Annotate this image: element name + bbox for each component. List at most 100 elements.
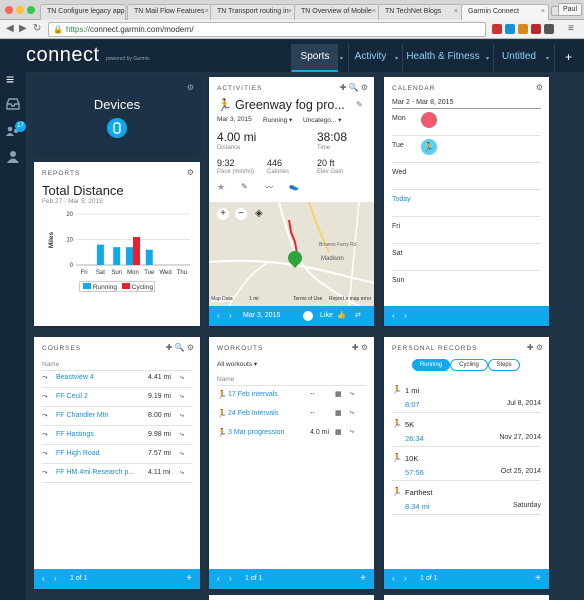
tab-menu-icon[interactable]: ▾ bbox=[486, 56, 490, 62]
tab-menu-icon[interactable]: ▾ bbox=[340, 56, 344, 62]
workout-name[interactable]: 3 Mar progression bbox=[228, 429, 285, 436]
next-arrow-icon[interactable]: › bbox=[229, 311, 232, 320]
url-bar[interactable]: 🔒 https://connect.garmin.com/modern/ bbox=[48, 22, 486, 37]
gear-icon[interactable]: ⚙ bbox=[535, 343, 543, 352]
browser-tab-4[interactable]: TN Overview of Mobile × bbox=[294, 4, 380, 20]
gear-icon[interactable]: ⚙ bbox=[186, 83, 194, 92]
chart-bar-running[interactable] bbox=[145, 249, 153, 265]
comment-icon[interactable] bbox=[303, 311, 313, 321]
minimize-window-icon[interactable] bbox=[16, 6, 24, 14]
records-tab-steps[interactable]: Steps bbox=[488, 359, 520, 371]
day-sun[interactable]: Sun bbox=[392, 277, 405, 284]
tab-untitled[interactable]: Untitled bbox=[493, 44, 544, 72]
profile-icon[interactable] bbox=[6, 150, 20, 166]
send-to-device-icon[interactable]: ⤷ bbox=[350, 409, 354, 416]
edit-note-icon[interactable]: ✎ bbox=[241, 182, 248, 191]
hamburger-icon[interactable]: ≡ bbox=[6, 71, 15, 87]
day-tue[interactable]: Tue bbox=[392, 142, 404, 149]
day-fri[interactable]: Fri bbox=[392, 223, 401, 230]
activity-map[interactable]: + − ◈ Madison Browns Ferry Rd Map Data 1… bbox=[209, 202, 374, 306]
menu-icon[interactable]: ≡ bbox=[568, 23, 574, 34]
extension-icon[interactable] bbox=[544, 24, 554, 34]
chart-bar-running[interactable] bbox=[113, 247, 121, 265]
close-tab-icon[interactable]: × bbox=[453, 8, 458, 15]
record-value[interactable]: 8:07 bbox=[405, 400, 420, 409]
like-button[interactable]: Like bbox=[320, 312, 333, 319]
prev-arrow-icon[interactable]: ‹ bbox=[392, 574, 395, 583]
next-arrow-icon[interactable]: › bbox=[229, 574, 232, 583]
activity-category-select[interactable]: Uncatego... ▾ bbox=[303, 116, 341, 124]
layers-icon[interactable]: ◈ bbox=[255, 208, 263, 219]
share-icon[interactable]: ⇄ bbox=[355, 312, 361, 319]
send-to-device-icon[interactable]: ⤷ bbox=[180, 412, 184, 419]
browser-tab-3[interactable]: TN Transport routing in × bbox=[210, 4, 296, 20]
gear-icon[interactable]: ⚙ bbox=[360, 343, 368, 352]
workouts-filter[interactable]: All workouts ▾ bbox=[217, 360, 257, 368]
shoe-icon[interactable]: 👟 bbox=[289, 182, 299, 191]
prev-arrow-icon[interactable]: ‹ bbox=[392, 311, 395, 320]
prev-arrow-icon[interactable]: ‹ bbox=[217, 574, 220, 583]
close-tab-icon[interactable]: × bbox=[204, 8, 209, 15]
back-icon[interactable]: ◀ bbox=[6, 23, 14, 34]
tab-health-fitness[interactable]: Health & Fitness bbox=[402, 44, 483, 72]
tab-menu-icon[interactable]: ▾ bbox=[395, 56, 399, 62]
chart-bar-running[interactable] bbox=[96, 244, 104, 265]
calendar-icon[interactable]: ▦ bbox=[335, 391, 342, 398]
gear-icon[interactable]: ⚙ bbox=[360, 83, 368, 92]
close-tab-icon[interactable]: × bbox=[287, 8, 292, 15]
course-name[interactable]: FF High Road bbox=[56, 450, 100, 457]
send-to-device-icon[interactable]: ⤷ bbox=[180, 393, 184, 400]
star-icon[interactable]: ★ bbox=[217, 182, 226, 192]
send-to-device-icon[interactable]: ⤷ bbox=[180, 431, 184, 438]
course-name[interactable]: FF Chandler Mtn bbox=[56, 412, 109, 419]
browser-tab-2[interactable]: TN Mail Flow Features × bbox=[127, 4, 213, 20]
search-icon[interactable]: 🔍 bbox=[348, 83, 359, 92]
send-to-device-icon[interactable]: ⤷ bbox=[180, 469, 184, 476]
calendar-icon[interactable]: ▦ bbox=[335, 429, 342, 436]
extension-icon[interactable] bbox=[505, 24, 515, 34]
close-tab-icon[interactable]: × bbox=[540, 8, 545, 15]
activity-name[interactable]: Greenway fog pro... bbox=[235, 98, 345, 112]
close-tab-icon[interactable]: × bbox=[117, 8, 122, 15]
tab-menu-icon[interactable]: ▾ bbox=[546, 56, 550, 62]
chart-bar-cycling[interactable] bbox=[133, 236, 140, 265]
add-icon[interactable]: ✚ bbox=[165, 343, 173, 352]
logo[interactable]: connect bbox=[26, 44, 100, 66]
browser-tab-6[interactable]: Garmin Connect × bbox=[461, 4, 549, 20]
course-name[interactable]: Beastview 4 bbox=[56, 374, 94, 381]
day-mon[interactable]: Mon bbox=[392, 115, 406, 122]
chart-bar-running[interactable] bbox=[126, 247, 133, 265]
extension-icon[interactable] bbox=[518, 24, 528, 34]
day-wed[interactable]: Wed bbox=[392, 169, 407, 176]
extension-icon[interactable] bbox=[531, 24, 541, 34]
map-report-link[interactable]: Report a map error bbox=[329, 296, 372, 302]
gear-icon[interactable]: ⚙ bbox=[186, 343, 194, 352]
send-to-device-icon[interactable]: ⤷ bbox=[350, 390, 354, 397]
add-icon[interactable]: ✚ bbox=[339, 83, 347, 92]
add-workout-button[interactable]: + bbox=[360, 573, 366, 584]
forward-icon[interactable]: ▶ bbox=[19, 23, 27, 34]
profile-button[interactable]: Paul bbox=[557, 3, 582, 16]
calendar-icon[interactable]: ▦ bbox=[335, 410, 342, 417]
extension-icon[interactable] bbox=[492, 24, 502, 34]
course-name[interactable]: FF Hastings bbox=[56, 431, 94, 438]
zoom-in-button[interactable]: + bbox=[217, 208, 229, 220]
workout-name[interactable]: 24 Feb Intervals bbox=[228, 410, 279, 417]
browser-tab-1[interactable]: TN Configure legacy app × bbox=[40, 4, 126, 20]
activity-type-select[interactable]: Running ▾ bbox=[263, 116, 292, 124]
send-to-device-icon[interactable]: ⤷ bbox=[180, 374, 184, 381]
record-value[interactable]: 8.34 mi bbox=[405, 502, 430, 511]
close-tab-icon[interactable]: × bbox=[371, 8, 376, 15]
record-value[interactable]: 26:34 bbox=[405, 434, 424, 443]
records-tab-running[interactable]: Running bbox=[412, 359, 450, 371]
browser-tab-5[interactable]: TN TechNet Blogs × bbox=[378, 4, 462, 20]
chart-line-icon[interactable]: 〰 bbox=[265, 183, 273, 192]
send-to-device-icon[interactable]: ⤷ bbox=[350, 428, 354, 435]
devices-card[interactable]: ⚙ Devices bbox=[34, 77, 200, 153]
zoom-window-icon[interactable] bbox=[27, 6, 35, 14]
day-sat[interactable]: Sat bbox=[392, 250, 403, 257]
tab-activity[interactable]: Activity bbox=[348, 44, 392, 72]
course-name[interactable]: FF Cecil 2 bbox=[56, 393, 88, 400]
add-tab-button[interactable]: + bbox=[554, 44, 582, 72]
inbox-icon[interactable] bbox=[6, 98, 20, 113]
